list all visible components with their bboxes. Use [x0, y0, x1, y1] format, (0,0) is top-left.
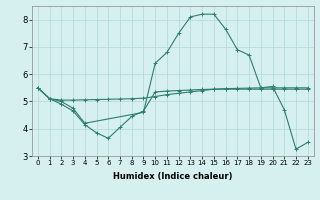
X-axis label: Humidex (Indice chaleur): Humidex (Indice chaleur) [113, 172, 233, 181]
